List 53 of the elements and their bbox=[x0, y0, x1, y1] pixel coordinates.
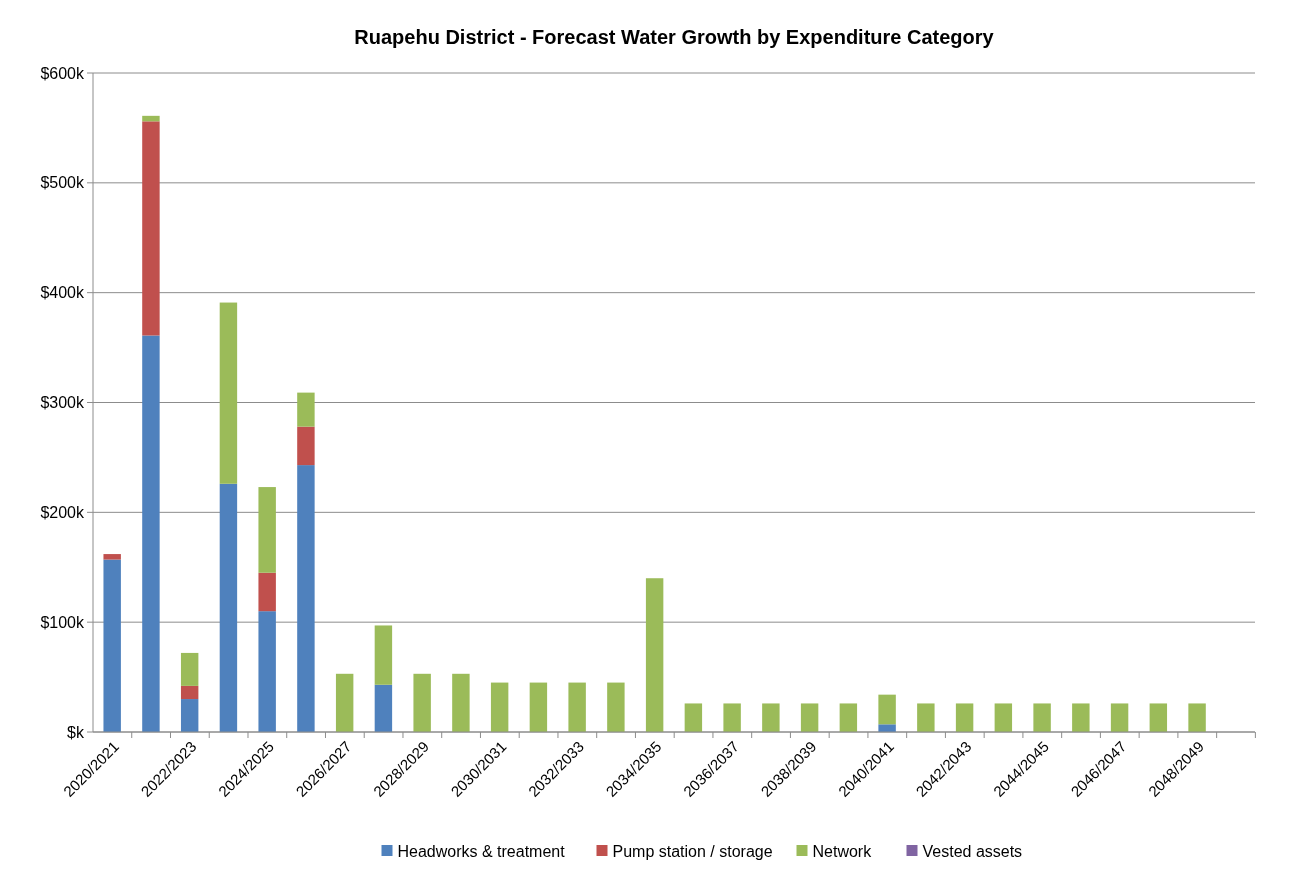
bar bbox=[258, 572, 276, 612]
bar bbox=[297, 465, 315, 732]
bar bbox=[219, 483, 238, 732]
bar bbox=[994, 703, 1013, 732]
bar bbox=[297, 426, 315, 466]
bar bbox=[762, 703, 780, 732]
bar bbox=[568, 682, 586, 732]
legend-label: Network bbox=[812, 842, 873, 860]
bar bbox=[684, 703, 703, 732]
legend-label: Pump station / storage bbox=[612, 842, 773, 860]
bar bbox=[219, 302, 238, 484]
y-tick-label: $600k bbox=[40, 64, 85, 82]
bar bbox=[142, 121, 160, 336]
bar bbox=[645, 578, 664, 732]
bar bbox=[800, 703, 819, 732]
bar bbox=[955, 703, 974, 732]
bar bbox=[1188, 703, 1206, 732]
bar bbox=[839, 703, 858, 732]
bar bbox=[142, 335, 160, 732]
bar bbox=[103, 554, 121, 560]
bar bbox=[374, 684, 393, 732]
bar bbox=[1072, 703, 1090, 732]
bar bbox=[1033, 703, 1051, 732]
bar bbox=[878, 694, 896, 725]
bar bbox=[1149, 703, 1168, 732]
bar bbox=[297, 392, 315, 427]
y-tick-label: $500k bbox=[40, 174, 85, 192]
bar bbox=[607, 682, 625, 732]
bar bbox=[180, 699, 199, 732]
bar bbox=[258, 487, 276, 573]
chart-title: Ruapehu District - Forecast Water Growth by Expenditure Category bbox=[354, 26, 995, 48]
bar bbox=[180, 652, 199, 686]
bar bbox=[258, 611, 276, 732]
bar bbox=[490, 682, 509, 732]
bar bbox=[180, 685, 199, 700]
bar bbox=[452, 673, 470, 732]
bar bbox=[413, 673, 431, 732]
y-tick-label: $200k bbox=[40, 503, 85, 521]
bar bbox=[878, 724, 896, 732]
y-tick-label: $k bbox=[67, 723, 85, 741]
bar bbox=[103, 559, 121, 732]
bar bbox=[723, 703, 741, 732]
legend-label: Headworks & treatment bbox=[397, 842, 566, 860]
bar bbox=[1110, 703, 1129, 732]
bar bbox=[374, 625, 393, 685]
y-tick-label: $100k bbox=[40, 613, 85, 631]
bar bbox=[335, 673, 354, 732]
bar bbox=[917, 703, 935, 732]
bar bbox=[529, 682, 548, 732]
y-tick-label: $400k bbox=[40, 284, 85, 302]
legend-label: Vested assets bbox=[922, 842, 1023, 860]
bar bbox=[142, 115, 160, 122]
y-tick-label: $300k bbox=[40, 394, 85, 412]
